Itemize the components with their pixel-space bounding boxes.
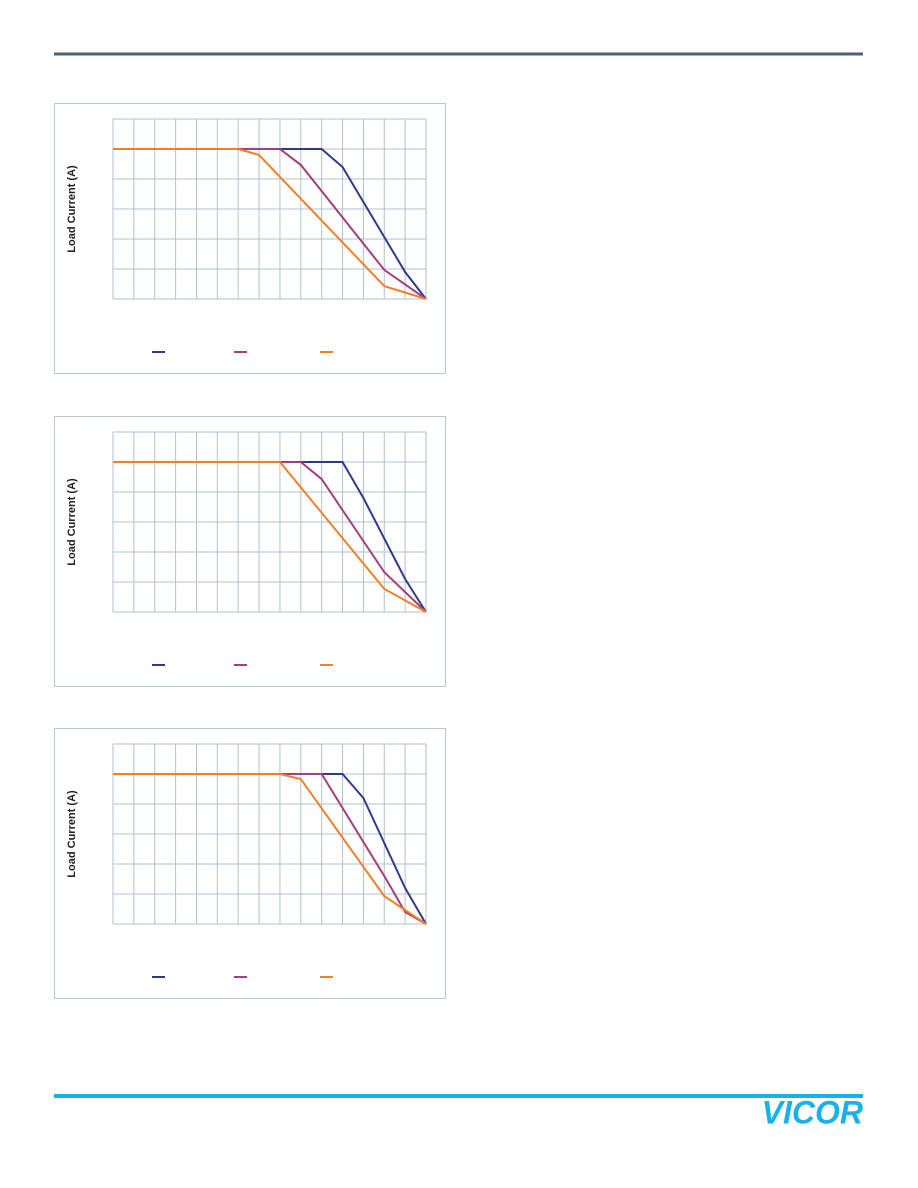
logo: VICOR [762, 1094, 863, 1130]
series-line [113, 773, 427, 925]
y-axis-label: Load Current (A) [66, 790, 78, 878]
y-axis-label: Load Current (A) [66, 478, 78, 566]
series-line [113, 461, 427, 613]
series-line [113, 148, 427, 300]
y-axis-label: Load Current (A) [66, 165, 78, 253]
